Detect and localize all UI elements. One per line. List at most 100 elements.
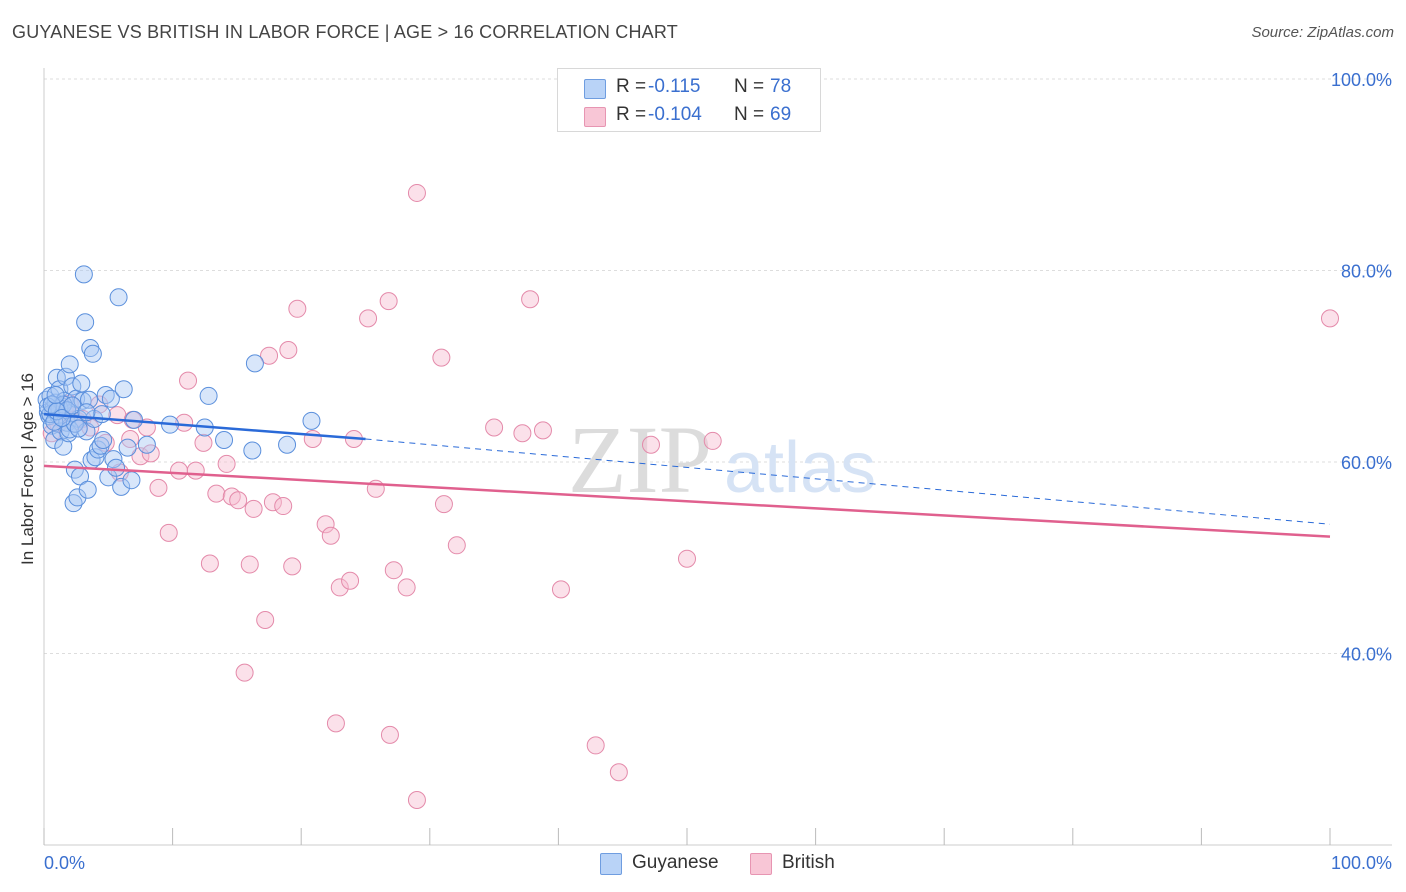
british-point [186,461,205,480]
british-point [240,555,259,574]
guyanese-trend-extension [365,438,1331,525]
british-point [521,290,540,309]
british-point [513,424,532,443]
british-point [283,557,302,576]
british-point [359,309,378,328]
guyanese-trend-line [43,412,366,441]
guyanese-point [302,411,321,430]
guyanese-point [73,391,92,410]
british-point [551,580,570,599]
guyanese-point [60,355,79,374]
british-point [279,340,298,359]
british-point [341,571,360,590]
british-point [432,348,451,367]
guyanese-point [74,265,93,284]
guyanese-point [76,313,95,332]
y-tick-label: 80.0% [1341,262,1392,282]
legend-n-value: 69 [770,104,792,125]
guyanese-point [114,380,133,399]
british-point [1321,309,1339,328]
guyanese-point [245,354,264,373]
british-point [235,663,254,682]
british-point [217,454,236,473]
legend-r-label: R = [616,76,647,97]
chart-title: GUYANESE VS BRITISH IN LABOR FORCE | AGE… [12,22,678,42]
british-point [200,554,219,573]
legend-swatch-guyanese [600,853,622,875]
british-point [609,763,628,782]
british-point [447,536,466,555]
british-point [263,493,282,512]
british-point [316,515,335,534]
axes [43,68,1392,846]
legend-label-guyanese: Guyanese [632,852,719,873]
guyanese-points [37,265,321,513]
guyanese-point [107,458,126,477]
british-point [485,418,504,437]
trend-lines [43,412,1331,538]
british-point [533,421,552,440]
guyanese-point [278,435,297,454]
british-point [149,478,168,497]
guyanese-point [94,430,113,449]
guyanese-point [137,435,156,454]
british-point [194,433,213,452]
british-point [586,736,605,755]
guyanese-point [72,374,91,393]
british-point [244,499,263,518]
british-point [703,431,722,450]
y-tick-label: 40.0% [1341,645,1392,665]
british-point [170,461,189,480]
y-tick-label: 100.0% [1331,70,1392,90]
british-trend-line [43,464,1331,538]
guyanese-point [118,438,137,457]
british-point [131,447,150,466]
british-point [288,299,307,318]
british-point [407,790,426,809]
legend-n-label: N = [734,76,765,97]
guyanese-point [109,288,128,307]
legend-swatch-british [584,107,606,127]
british-point [434,495,453,514]
british-point [326,714,345,733]
tick-labels: 40.0% 60.0% 80.0% 100.0% 0.0% 100.0% [44,70,1392,873]
watermark-atlas: atlas [724,428,876,508]
guyanese-point [215,430,234,449]
british-point [175,413,194,432]
legend-swatch-british [750,853,772,875]
guyanese-point [112,477,131,496]
legend-r-value: -0.115 [648,76,701,97]
legend-label-british: British [782,852,835,873]
british-point [256,610,275,629]
british-point [379,292,398,311]
legend-swatch-guyanese [584,79,606,99]
legend-n-value: 78 [770,76,792,97]
british-point [229,491,248,510]
british-point [260,346,279,365]
british-point [274,497,293,516]
guyanese-point [101,389,120,408]
british-point [96,433,115,452]
legend-n-label: N = [734,104,765,125]
british-points [42,183,1339,809]
chart-source: Source: ZipAtlas.com [1251,24,1394,41]
x-tick-label: 100.0% [1331,853,1392,873]
british-point [380,725,399,744]
guyanese-point [122,471,141,490]
british-point [141,444,160,463]
legend-r-value: -0.104 [648,104,702,125]
guyanese-point [78,480,97,499]
x-tick-label: 0.0% [44,853,85,873]
guyanese-point [54,437,73,456]
y-tick-label: 60.0% [1341,453,1392,473]
british-point [678,549,696,568]
correlation-legend: R = -0.115 N = 78 R = -0.104 N = 69 [557,68,821,132]
british-point [641,435,660,454]
legend-r-label: R = [616,104,647,125]
y-axis-label: In Labor Force | Age > 16 [18,372,37,565]
british-point [179,371,198,390]
british-point [384,561,403,580]
british-point [303,430,322,449]
british-point [207,484,226,503]
